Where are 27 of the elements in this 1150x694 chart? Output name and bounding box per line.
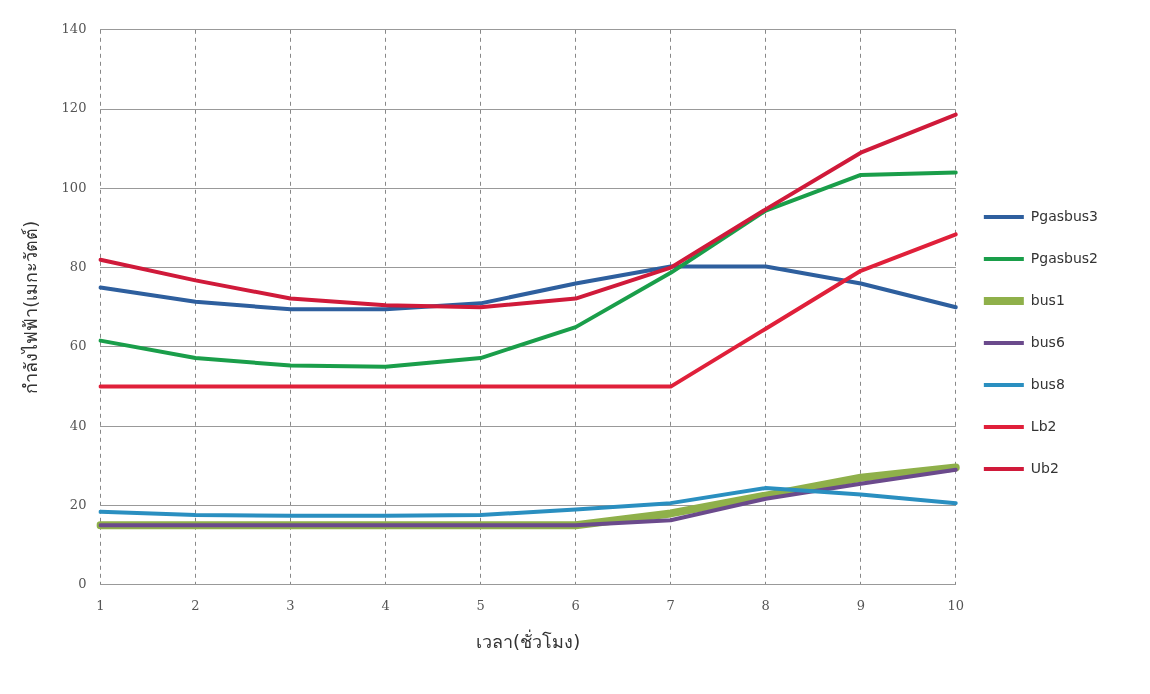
x-axis-title: เวลา(ชั่วโมง) [476, 628, 581, 652]
x-tick-label: 7 [666, 597, 675, 613]
y-tick-label: 20 [69, 496, 87, 512]
x-tick-label: 9 [856, 597, 865, 613]
y-axis-title: กำลังไฟฟ้า(เมกะวัตต์) [20, 220, 42, 394]
x-tick-label: 10 [947, 597, 965, 613]
y-tick-label: 0 [78, 576, 87, 592]
y-tick-label: 140 [61, 21, 87, 37]
y-tick-label: 120 [61, 100, 87, 116]
legend-label: bus6 [1030, 333, 1065, 350]
y-tick-label: 100 [61, 179, 87, 195]
x-tick-label: 2 [191, 597, 200, 613]
x-tick-label: 1 [96, 597, 105, 613]
legend-label: bus1 [1030, 291, 1065, 308]
legend-label: bus8 [1030, 375, 1065, 392]
legend-label: Ub2 [1030, 459, 1059, 476]
legend-label: Pgasbus2 [1030, 249, 1099, 266]
y-tick-label: 40 [69, 417, 87, 433]
legend-label: Pgasbus3 [1030, 207, 1099, 224]
y-tick-label: 80 [69, 259, 87, 275]
x-tick-label: 6 [571, 597, 580, 613]
legend-label: Lb2 [1030, 417, 1057, 434]
x-tick-label: 3 [286, 597, 295, 613]
x-tick-label: 4 [381, 597, 390, 613]
x-tick-label: 5 [476, 597, 485, 613]
y-tick-label: 60 [69, 338, 87, 354]
x-tick-label: 8 [761, 597, 770, 613]
